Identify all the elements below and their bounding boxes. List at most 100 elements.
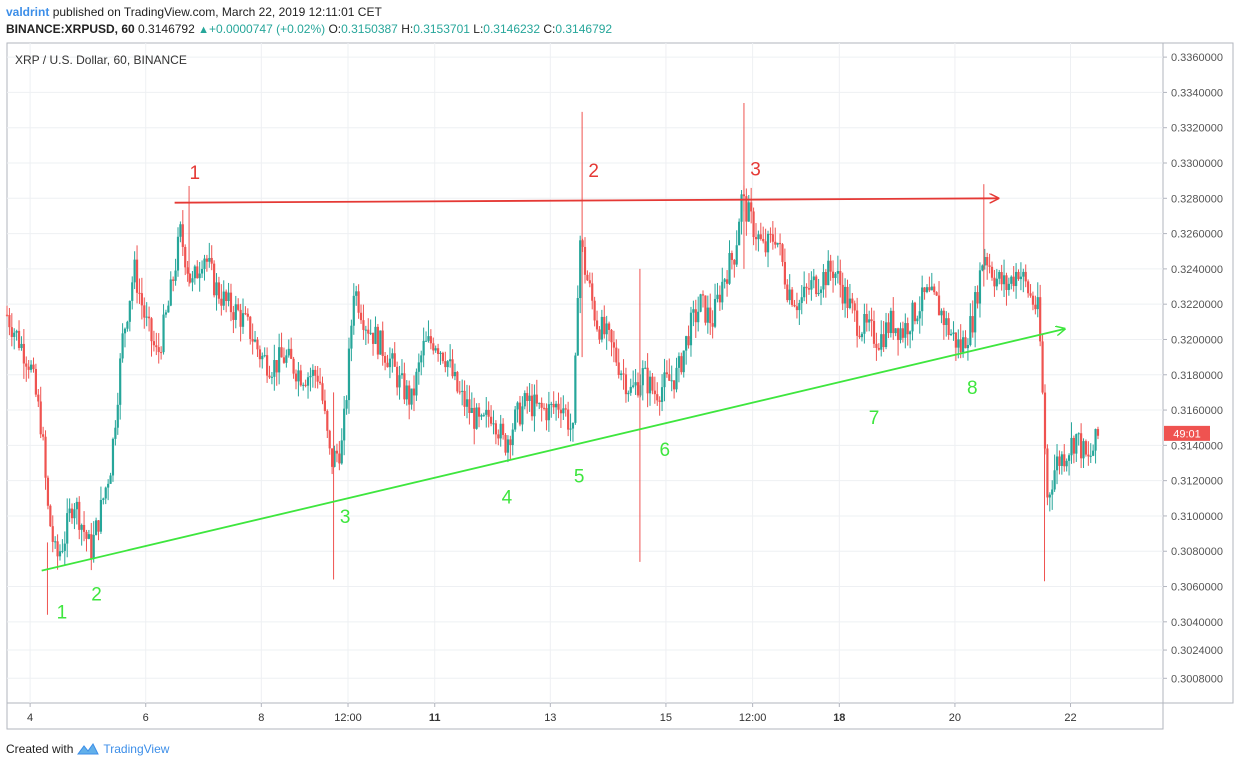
- candle-body: [940, 310, 943, 316]
- candle-body: [1048, 494, 1051, 498]
- candle-body: [487, 409, 490, 417]
- candle-body: [239, 309, 242, 327]
- candle-body: [723, 279, 726, 282]
- candle-body: [37, 394, 40, 402]
- time-axis[interactable]: [6, 702, 1164, 730]
- candle-body: [591, 283, 594, 301]
- candle-body: [933, 286, 936, 293]
- candle-body: [492, 423, 495, 425]
- candle-body: [270, 376, 274, 378]
- candle-body: [485, 409, 488, 415]
- candle-body: [892, 310, 895, 334]
- plot-area[interactable]: [6, 42, 1164, 704]
- price-axis[interactable]: [1162, 42, 1234, 704]
- candle-body: [701, 294, 705, 296]
- candle-body: [1080, 433, 1083, 459]
- candle-body: [526, 393, 529, 401]
- candle-body: [61, 550, 64, 552]
- candle-body: [998, 272, 1001, 279]
- candle-body: [538, 402, 541, 404]
- candle-body: [196, 266, 199, 279]
- candle-body: [906, 323, 909, 335]
- candle-body: [829, 260, 832, 272]
- candle-body: [347, 348, 351, 401]
- candle-body: [600, 316, 603, 340]
- candle-body: [564, 408, 567, 410]
- candle-body: [75, 501, 78, 510]
- candle-body: [251, 338, 254, 342]
- candle-body: [285, 355, 288, 363]
- candle-body: [135, 259, 139, 293]
- candle-body: [516, 402, 519, 410]
- candle-body: [689, 312, 693, 346]
- candle-body: [665, 372, 668, 375]
- candle-body: [1065, 460, 1068, 467]
- candle-body: [807, 288, 811, 290]
- candle-body: [140, 293, 143, 306]
- candle-body: [627, 392, 630, 395]
- candle-body: [102, 498, 105, 500]
- candle-body: [620, 373, 623, 375]
- candle-body: [229, 292, 233, 313]
- candle-body: [533, 394, 536, 417]
- candle-body: [82, 524, 86, 532]
- candle-body: [771, 234, 774, 242]
- candle-body: [1022, 271, 1025, 277]
- candle-body: [273, 360, 276, 377]
- candle-body: [668, 374, 671, 381]
- candle-body: [181, 224, 184, 247]
- candle-body: [709, 307, 712, 324]
- candle-body: [458, 391, 461, 393]
- candle-body: [713, 298, 717, 327]
- candle-body: [78, 501, 81, 530]
- candle-body: [376, 326, 379, 355]
- candle-body: [827, 260, 830, 286]
- candle-body: [670, 380, 673, 382]
- y-tick-label: 0.3200000: [1171, 334, 1223, 346]
- candle-body: [29, 364, 33, 370]
- candle-body: [699, 294, 702, 312]
- x-tick-label: 6: [143, 712, 149, 724]
- candle-body: [150, 318, 153, 342]
- candle-body: [872, 320, 876, 344]
- candle-body: [309, 375, 312, 378]
- last-price: 0.3146792: [138, 22, 195, 36]
- candle-body: [335, 450, 339, 454]
- candle-body: [241, 313, 245, 327]
- x-tick-label: 18: [833, 712, 845, 724]
- candle-body: [453, 372, 457, 377]
- candle-body: [1058, 456, 1061, 466]
- candle-body: [730, 252, 734, 260]
- candle-body: [634, 382, 637, 386]
- candle-body: [237, 304, 240, 310]
- candle-body: [528, 395, 531, 401]
- candle-body: [80, 524, 83, 530]
- price-badge-text: 49:01: [1173, 428, 1201, 440]
- candle-body: [1075, 434, 1078, 454]
- tradingview-brand[interactable]: TradingView: [103, 742, 170, 756]
- candle-body: [1094, 429, 1097, 451]
- author-name[interactable]: valdrint: [6, 5, 50, 19]
- candle-body: [331, 448, 334, 467]
- candle-body: [424, 340, 428, 342]
- y-tick-label: 0.3140000: [1171, 440, 1223, 452]
- candle-body: [959, 339, 962, 353]
- candle-body: [379, 330, 382, 355]
- candle-body: [398, 375, 401, 388]
- candle-body: [8, 315, 11, 328]
- candle-body: [126, 321, 129, 329]
- candle-body: [51, 526, 54, 542]
- candle-body: [733, 259, 736, 265]
- annotation-label: 3: [340, 507, 351, 528]
- candle-body: [422, 340, 425, 356]
- candle-body: [391, 353, 394, 359]
- candle-body: [292, 358, 295, 374]
- candle-body: [800, 297, 803, 304]
- candle-body: [976, 292, 979, 304]
- candle-body: [1034, 304, 1037, 310]
- candle-body: [225, 291, 228, 302]
- candle-body: [766, 233, 770, 253]
- candle-body: [111, 438, 115, 476]
- candle-body: [990, 266, 994, 278]
